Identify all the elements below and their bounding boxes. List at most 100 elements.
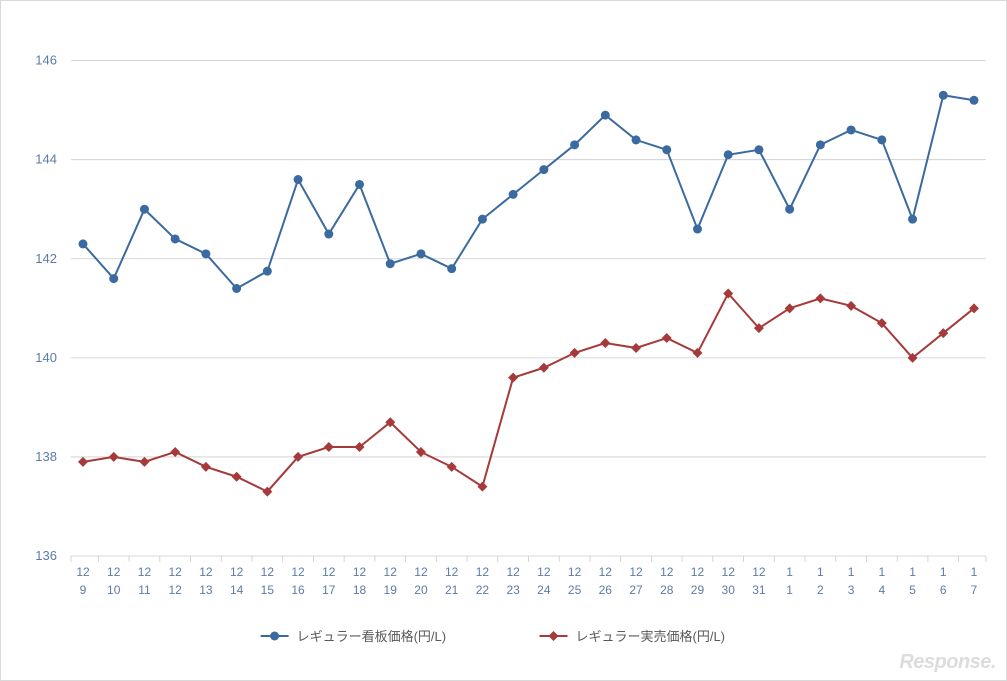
x-tick-label-month: 12 [76, 565, 90, 579]
legend: レギュラー看板価格(円/L) レギュラー実売価格(円/L) [261, 629, 725, 644]
data-point [846, 301, 856, 311]
x-tick-label-day: 9 [80, 583, 87, 597]
y-tick-label: 144 [35, 152, 57, 167]
legend-item: レギュラー看板価格(円/L) [261, 629, 447, 644]
y-tick-label: 140 [35, 350, 57, 365]
data-point [447, 462, 457, 472]
data-point [601, 111, 610, 120]
x-tick-label-day: 4 [878, 583, 885, 597]
data-point [232, 472, 242, 482]
x-tick-label-month: 12 [445, 565, 459, 579]
x-tick-label-day: 31 [752, 583, 766, 597]
data-point [201, 249, 210, 258]
x-tick-label-month: 12 [168, 565, 182, 579]
x-tick-label-day: 28 [660, 583, 674, 597]
data-point [171, 234, 180, 243]
data-point [170, 447, 180, 457]
data-point [109, 274, 118, 283]
x-tick-label-month: 12 [691, 565, 705, 579]
data-point [539, 165, 548, 174]
data-point [324, 442, 334, 452]
data-point [693, 225, 702, 234]
x-tick-label-month: 12 [568, 565, 582, 579]
data-point [570, 348, 580, 358]
legend-label: レギュラー看板価格(円/L) [297, 629, 447, 644]
data-point [478, 215, 487, 224]
x-tick-label-month: 12 [722, 565, 736, 579]
x-tick-label-month: 12 [107, 565, 121, 579]
data-point [785, 205, 794, 214]
data-point [662, 333, 672, 343]
data-point [939, 91, 948, 100]
data-point [692, 348, 702, 358]
x-tick-label-day: 10 [107, 583, 121, 597]
x-tick-label-month: 12 [291, 565, 305, 579]
x-tick-label-day: 13 [199, 583, 213, 597]
x-tick-label-month: 12 [353, 565, 367, 579]
x-tick-label-day: 3 [848, 583, 855, 597]
x-tick-label-month: 1 [786, 565, 793, 579]
x-tick-label-day: 24 [537, 583, 551, 597]
x-tick-label-month: 1 [909, 565, 916, 579]
y-tick-label: 136 [35, 548, 57, 563]
data-point [79, 239, 88, 248]
data-point [539, 363, 549, 373]
data-point [600, 338, 610, 348]
data-point [508, 373, 518, 383]
line-chart: 1361381401421441461291210121112121213121… [1, 1, 1007, 681]
x-tick-label-day: 17 [322, 583, 336, 597]
data-point [201, 462, 211, 472]
series-line [83, 95, 974, 288]
chart-container: 1361381401421441461291210121112121213121… [0, 0, 1007, 681]
x-tick-label-day: 7 [971, 583, 978, 597]
data-point [662, 145, 671, 154]
x-tick-label-day: 25 [568, 583, 582, 597]
y-tick-label: 146 [35, 53, 57, 68]
x-tick-label-month: 1 [817, 565, 824, 579]
data-point [140, 205, 149, 214]
x-tick-label-month: 12 [138, 565, 152, 579]
data-point [570, 140, 579, 149]
data-point [632, 135, 641, 144]
data-point [785, 303, 795, 313]
data-point [908, 215, 917, 224]
data-point [139, 457, 149, 467]
data-point [109, 452, 119, 462]
legend-item: レギュラー実売価格(円/L) [540, 629, 726, 644]
x-tick-label-day: 23 [506, 583, 520, 597]
data-point [294, 175, 303, 184]
data-point [477, 482, 487, 492]
x-tick-label-month: 12 [599, 565, 613, 579]
data-point [509, 190, 518, 199]
data-point [877, 135, 886, 144]
x-tick-label-month: 12 [322, 565, 336, 579]
data-point [631, 343, 641, 353]
y-tick-label: 138 [35, 449, 57, 464]
x-tick-label-day: 20 [414, 583, 428, 597]
x-tick-label-month: 12 [261, 565, 275, 579]
x-tick-label-day: 16 [291, 583, 305, 597]
x-tick-label-month: 12 [414, 565, 428, 579]
x-tick-label-day: 6 [940, 583, 947, 597]
data-point [78, 457, 88, 467]
data-point [324, 230, 333, 239]
x-tick-label-day: 19 [384, 583, 398, 597]
data-point [815, 293, 825, 303]
data-point [724, 150, 733, 159]
x-tick-label-day: 1 [786, 583, 793, 597]
x-tick-label-month: 12 [752, 565, 766, 579]
x-tick-label-month: 12 [629, 565, 643, 579]
data-point [386, 259, 395, 268]
data-point [263, 267, 272, 276]
x-tick-label-month: 12 [660, 565, 674, 579]
data-point [232, 284, 241, 293]
x-tick-label-month: 12 [199, 565, 213, 579]
x-tick-label-month: 1 [971, 565, 978, 579]
x-tick-label-day: 22 [476, 583, 490, 597]
x-tick-label-day: 26 [599, 583, 613, 597]
y-tick-label: 142 [35, 251, 57, 266]
data-point [970, 96, 979, 105]
x-tick-label-month: 12 [476, 565, 490, 579]
legend-label: レギュラー実売価格(円/L) [576, 629, 726, 644]
x-tick-label-day: 30 [722, 583, 736, 597]
